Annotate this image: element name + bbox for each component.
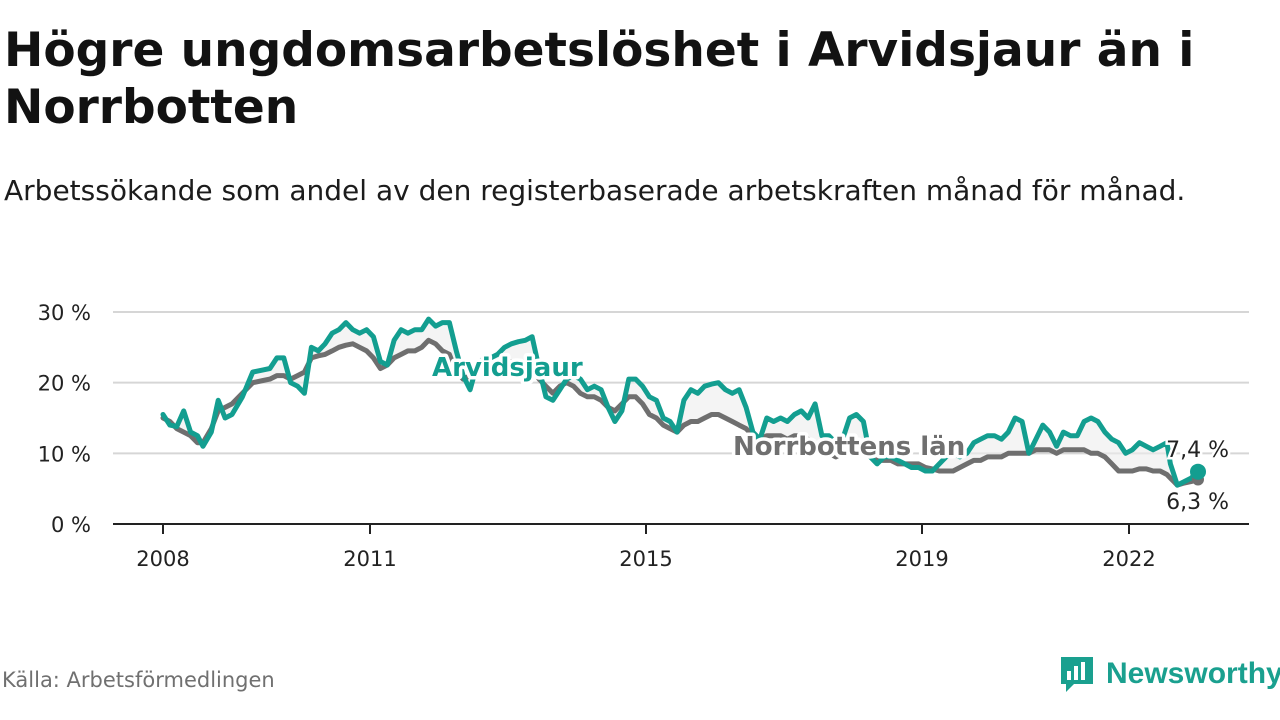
brand-name: Newsworthy xyxy=(1106,657,1280,690)
x-tick-label: 2019 xyxy=(895,547,948,571)
end-point-arvidsjaur xyxy=(1190,463,1206,480)
end-label-norrbotten: 6,3 % xyxy=(1166,490,1229,515)
y-tick-label: 20 % xyxy=(38,372,91,396)
x-tick-label: 2011 xyxy=(343,547,396,571)
chart-subtitle: Arbetssökande som andel av den registerb… xyxy=(4,174,1186,207)
series-lines xyxy=(160,316,1206,488)
line-chart: 0 % 10 % 20 % 30 % 2008 2011 2015 2019 2022 Arvi… xyxy=(38,301,1249,571)
axes: 0 % 10 % 20 % 30 % 2008 2011 2015 2019 2022 xyxy=(38,301,1249,571)
x-tick-label: 2008 xyxy=(136,547,189,571)
source-note: Källa: Arbetsförmedlingen xyxy=(2,668,275,692)
x-tick-label: 2022 xyxy=(1102,547,1155,571)
y-tick-label: 30 % xyxy=(38,301,91,325)
chart-title: Högre ungdomsarbetslöshet i Arvidsjaur ä… xyxy=(4,23,1195,135)
series-line-norrbottens-län xyxy=(160,337,1201,488)
newsworthy-logo-icon xyxy=(1061,657,1093,692)
end-label-arvidsjaur: 7,4 % xyxy=(1166,438,1229,463)
series-label-norrbotten: Norrbottens län xyxy=(733,432,965,462)
y-tick-label: 10 % xyxy=(38,442,91,466)
y-tick-label: 0 % xyxy=(51,513,91,537)
brand-logo[interactable]: Newsworthy xyxy=(1058,652,1280,696)
labels: Arvidsjaur Norrbottens län 7,4 % 6,3 % xyxy=(429,350,1232,518)
difference-fill xyxy=(163,319,1198,486)
series-label-arvidsjaur: Arvidsjaur xyxy=(432,353,583,383)
series-line-arvidsjaur xyxy=(160,316,1201,488)
x-tick-label: 2015 xyxy=(619,547,672,571)
series-gap-area xyxy=(163,319,1198,486)
